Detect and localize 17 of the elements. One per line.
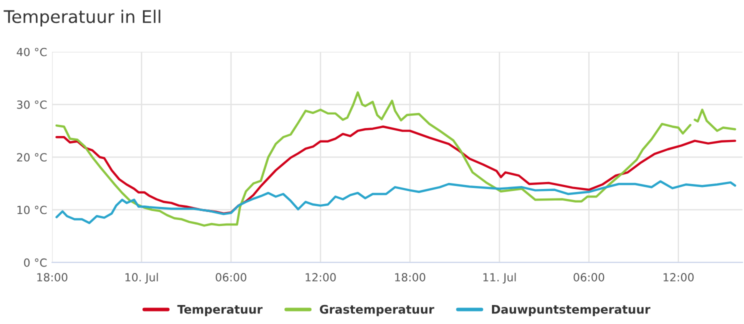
- legend-label: Dauwpuntstemperatuur: [492, 305, 650, 316]
- x-tick-label: 18:00: [395, 273, 426, 282]
- legend-label: Temperatuur: [177, 305, 263, 316]
- x-tick-label: 06:00: [216, 273, 246, 282]
- x-tick-label: 18:00: [37, 273, 68, 282]
- x-tick-label: 11. Jul: [483, 272, 516, 284]
- x-tick-label: 06:00: [574, 273, 604, 282]
- x-tick-label: 12:00: [664, 273, 694, 282]
- y-tick-label: 20 °C: [17, 153, 47, 162]
- y-tick-label: 10 °C: [17, 206, 47, 214]
- x-tick-label: 12:00: [306, 273, 336, 282]
- chart-title: Temperatuur in Ell: [4, 10, 160, 27]
- y-tick-label: 0 °C: [24, 258, 47, 267]
- y-tick-label: 40 °C: [16, 48, 47, 56]
- x-tick-label: 10. Jul: [125, 272, 158, 284]
- legend-label: Grastemperatuur: [320, 304, 434, 316]
- y-tick-label: 30 °C: [17, 100, 47, 109]
